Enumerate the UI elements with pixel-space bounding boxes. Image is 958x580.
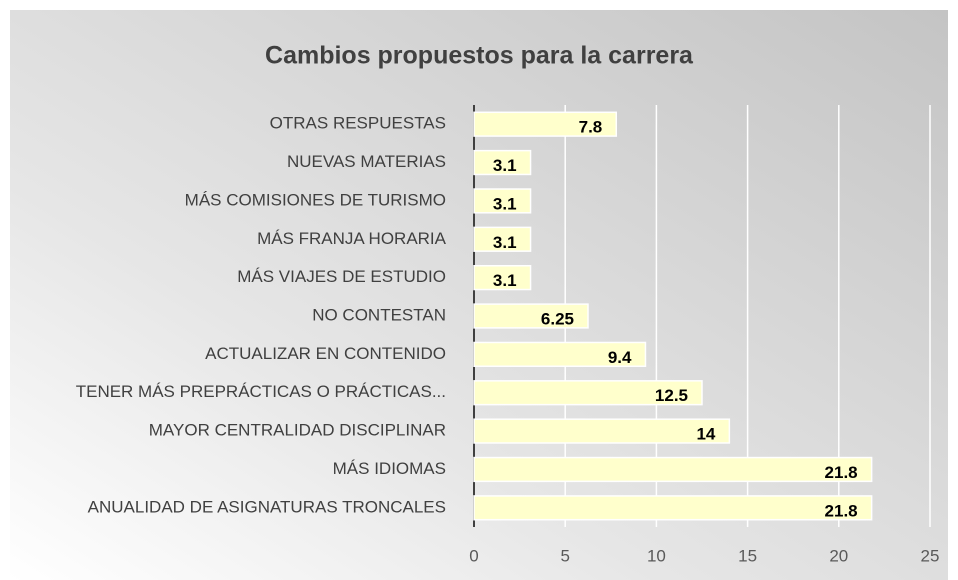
x-tick-label: 15 bbox=[738, 546, 757, 565]
value-label: 14 bbox=[696, 425, 715, 444]
value-label: 21.8 bbox=[825, 501, 858, 520]
y-tick-label: MÁS COMISIONES DE TURISMO bbox=[185, 190, 446, 209]
y-tick-label: MAYOR CENTRALIDAD DISCIPLINAR bbox=[149, 421, 446, 440]
bar bbox=[473, 495, 873, 521]
x-tick-label: 20 bbox=[829, 546, 848, 565]
value-label: 9.4 bbox=[608, 348, 632, 367]
bar bbox=[473, 264, 532, 291]
value-label: 7.8 bbox=[579, 118, 603, 137]
bar bbox=[473, 188, 532, 214]
chart-title: Cambios propuestos para la carrera bbox=[265, 42, 694, 70]
value-label: 12.5 bbox=[655, 386, 688, 405]
y-tick-label: MÁS FRANJA HORARIA bbox=[257, 229, 447, 248]
bar bbox=[473, 456, 873, 483]
x-tick-label: 25 bbox=[921, 546, 940, 565]
y-tick-label: MÁS IDIOMAS bbox=[333, 459, 446, 478]
value-label: 6.25 bbox=[541, 309, 574, 328]
y-tick-label: NO CONTESTAN bbox=[312, 305, 446, 324]
x-tick-label: 10 bbox=[647, 546, 666, 565]
value-label: 3.1 bbox=[493, 271, 517, 290]
y-tick-label: MÁS VIAJES DE ESTUDIO bbox=[237, 267, 446, 286]
value-label: 3.1 bbox=[493, 233, 517, 252]
bar bbox=[473, 111, 618, 137]
bar bbox=[473, 303, 589, 329]
chart-background bbox=[10, 10, 948, 580]
bar bbox=[473, 418, 731, 444]
y-tick-label: TENER MÁS PREPRÁCTICAS O PRÁCTICAS... bbox=[76, 382, 446, 401]
y-tick-label: OTRAS RESPUESTAS bbox=[270, 114, 446, 133]
y-tick-label: ANUALIDAD DE ASIGNATURAS TRONCALES bbox=[88, 497, 446, 516]
bar bbox=[473, 226, 532, 252]
x-tick-label: 0 bbox=[469, 546, 478, 565]
bar bbox=[473, 380, 703, 406]
y-tick-label: NUEVAS MATERIAS bbox=[287, 152, 446, 171]
value-label: 3.1 bbox=[493, 156, 517, 175]
x-tick-label: 5 bbox=[560, 546, 569, 565]
value-label: 3.1 bbox=[493, 194, 517, 213]
bar bbox=[473, 341, 647, 368]
value-label: 21.8 bbox=[825, 463, 858, 482]
bar bbox=[473, 149, 532, 176]
y-tick-label: ACTUALIZAR EN CONTENIDO bbox=[205, 344, 446, 363]
